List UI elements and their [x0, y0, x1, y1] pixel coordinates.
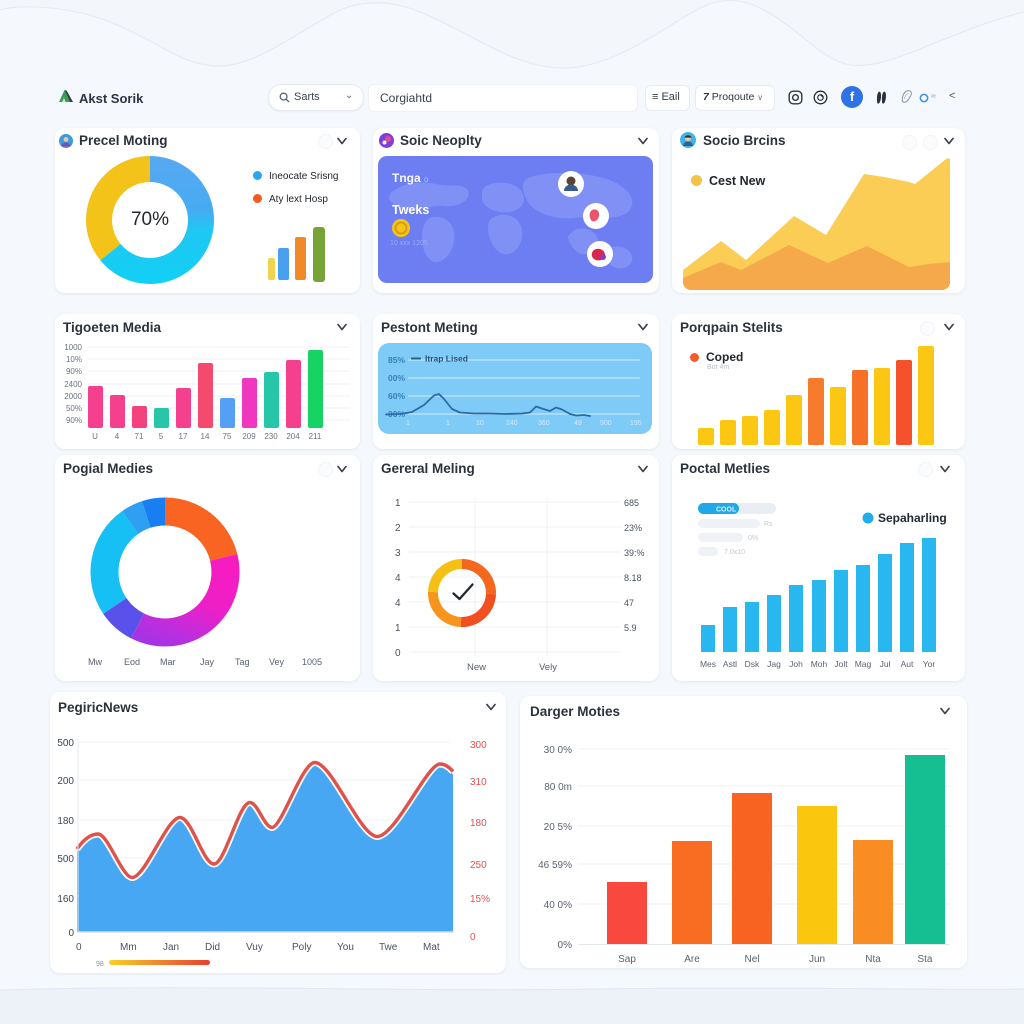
- svg-text:00%: 00%: [388, 373, 405, 383]
- svg-text:Aut: Aut: [901, 659, 914, 669]
- svg-text:204: 204: [286, 432, 300, 441]
- svg-text:8.18: 8.18: [624, 573, 642, 583]
- svg-text:Vuy: Vuy: [246, 942, 263, 953]
- svg-text:Mag: Mag: [855, 659, 872, 669]
- svg-text:180: 180: [470, 818, 487, 829]
- svg-text:17: 17: [179, 432, 188, 441]
- svg-text:310: 310: [470, 777, 487, 788]
- svg-text:500: 500: [600, 420, 612, 427]
- svg-text:New: New: [467, 662, 486, 673]
- svg-text:Are: Are: [684, 954, 700, 965]
- svg-text:2000: 2000: [64, 392, 82, 401]
- svg-text:230: 230: [264, 432, 278, 441]
- svg-text:5: 5: [159, 432, 164, 441]
- svg-text:685: 685: [624, 498, 639, 508]
- svg-text:5.9: 5.9: [624, 623, 637, 633]
- svg-text:98: 98: [96, 961, 104, 968]
- svg-text:Joh: Joh: [789, 659, 803, 669]
- svg-text:Nta: Nta: [865, 954, 881, 965]
- svg-text:49: 49: [574, 420, 582, 427]
- svg-text:Mm: Mm: [120, 942, 137, 953]
- svg-text:23%: 23%: [624, 523, 642, 533]
- svg-text:2: 2: [395, 523, 401, 534]
- svg-text:47: 47: [624, 598, 634, 608]
- svg-text:211: 211: [309, 432, 322, 441]
- svg-text:Vely: Vely: [539, 662, 557, 673]
- svg-text:2400: 2400: [64, 380, 82, 389]
- svg-text:1: 1: [395, 623, 401, 634]
- svg-text:0: 0: [76, 942, 82, 953]
- svg-text:Poly: Poly: [292, 942, 311, 953]
- svg-text:60%: 60%: [388, 391, 405, 401]
- svg-text:You: You: [337, 942, 354, 953]
- svg-text:39:%: 39:%: [624, 548, 645, 558]
- svg-text:Twe: Twe: [379, 942, 398, 953]
- svg-text:Jun: Jun: [809, 954, 825, 965]
- svg-text:Did: Did: [205, 942, 220, 953]
- svg-text:Mes: Mes: [700, 659, 716, 669]
- svg-text:4: 4: [395, 573, 401, 584]
- svg-text:160: 160: [57, 894, 74, 905]
- svg-text:Sepaharling: Sepaharling: [878, 511, 947, 525]
- svg-text:Dsk: Dsk: [745, 659, 760, 669]
- svg-text:0: 0: [395, 648, 401, 659]
- svg-text:360: 360: [538, 420, 550, 427]
- svg-text:Nel: Nel: [744, 954, 759, 965]
- svg-text:1: 1: [395, 498, 401, 509]
- svg-text:46 59%: 46 59%: [538, 860, 572, 871]
- svg-text:4: 4: [115, 432, 120, 441]
- svg-text:80 0m: 80 0m: [544, 782, 572, 793]
- svg-text:200: 200: [57, 776, 74, 787]
- svg-text:180: 180: [57, 816, 74, 827]
- svg-text:3: 3: [395, 548, 401, 559]
- svg-text:14: 14: [201, 432, 210, 441]
- svg-text:90%: 90%: [66, 367, 82, 376]
- svg-text:COOL: COOL: [716, 507, 737, 514]
- svg-text:4: 4: [395, 598, 401, 609]
- svg-text:50%: 50%: [66, 404, 82, 413]
- svg-text:300: 300: [470, 740, 487, 751]
- svg-text:250: 250: [470, 860, 487, 871]
- svg-text:0: 0: [470, 932, 476, 943]
- svg-text:15%: 15%: [470, 894, 490, 905]
- svg-text:71: 71: [135, 432, 144, 441]
- svg-text:30 0%: 30 0%: [544, 745, 572, 756]
- svg-text:10 xxx 1205: 10 xxx 1205: [390, 240, 428, 247]
- svg-text:Moh: Moh: [811, 659, 828, 669]
- svg-text:Sap: Sap: [618, 954, 636, 965]
- svg-text:Tweks: Tweks: [392, 203, 429, 217]
- svg-text:209: 209: [242, 432, 256, 441]
- svg-text:Mat: Mat: [423, 942, 440, 953]
- svg-text:Astl: Astl: [723, 659, 737, 669]
- svg-text:1: 1: [446, 420, 450, 427]
- svg-text:75: 75: [223, 432, 232, 441]
- svg-text:85%: 85%: [388, 355, 405, 365]
- svg-text:1000: 1000: [64, 343, 82, 352]
- svg-text:Jan: Jan: [163, 942, 179, 953]
- svg-text:0: 0: [68, 928, 74, 939]
- svg-text:Jag: Jag: [767, 659, 781, 669]
- svg-text:90%: 90%: [66, 416, 82, 425]
- svg-text:Sta: Sta: [917, 954, 932, 965]
- svg-text:195: 195: [630, 420, 642, 427]
- svg-text:500: 500: [57, 854, 74, 865]
- svg-text:0%: 0%: [558, 940, 573, 951]
- svg-text:Yor: Yor: [923, 659, 936, 669]
- svg-text:Itrap Lised: Itrap Lised: [425, 354, 468, 364]
- svg-text:Jolt: Jolt: [834, 659, 848, 669]
- svg-text:o: o: [424, 175, 429, 184]
- svg-text:U: U: [92, 432, 98, 441]
- svg-text:20 5%: 20 5%: [544, 822, 572, 833]
- svg-text:Rs: Rs: [764, 521, 773, 528]
- svg-text:7.0x10: 7.0x10: [724, 549, 745, 556]
- svg-text:10%: 10%: [66, 355, 82, 364]
- svg-text:500: 500: [57, 738, 74, 749]
- svg-text:Jul: Jul: [880, 659, 891, 669]
- svg-text:1: 1: [406, 420, 410, 427]
- svg-text:10: 10: [476, 420, 484, 427]
- svg-text:Tnga: Tnga: [392, 171, 421, 185]
- svg-text:240: 240: [506, 420, 518, 427]
- svg-text:40 0%: 40 0%: [544, 900, 572, 911]
- svg-text:0%: 0%: [748, 535, 758, 542]
